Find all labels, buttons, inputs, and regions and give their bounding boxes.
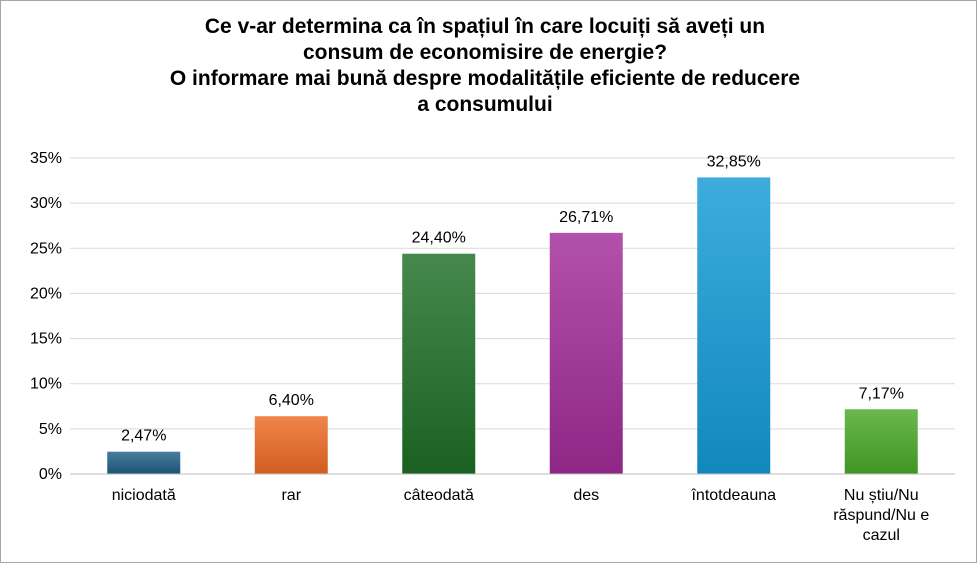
chart-title: Ce v-ar determina ca în spațiul în care … <box>60 14 910 118</box>
data-label: 32,85% <box>707 153 761 170</box>
bar <box>549 232 623 474</box>
data-label: 26,71% <box>559 209 613 226</box>
data-label: 2,47% <box>121 428 166 445</box>
bar <box>402 253 476 474</box>
x-tick-label: des <box>573 487 599 504</box>
bar <box>844 409 918 474</box>
y-tick-label: 0% <box>39 466 62 483</box>
x-tick-label: Nu știu/Nu răspund/Nu e cazul <box>833 487 929 544</box>
y-tick-label: 30% <box>30 195 62 212</box>
y-tick-label: 10% <box>30 376 62 393</box>
chart-title-line-1: Ce v-ar determina ca în spațiul în care … <box>204 15 766 38</box>
y-tick-label: 35% <box>30 150 62 167</box>
y-axis-tick-labels: 0% 5% 10% 15% 20% 25% 30% 35% <box>30 150 62 483</box>
y-tick-label: 25% <box>30 240 62 257</box>
data-label: 24,40% <box>412 230 466 247</box>
chart-title-line-3: O informare mai bună despre modalitățile… <box>169 67 801 90</box>
x-tick-label: întotdeauna <box>690 487 776 504</box>
y-tick-label: 15% <box>30 331 62 348</box>
data-label: 6,40% <box>269 392 314 409</box>
bar <box>254 416 328 474</box>
y-tick-label: 5% <box>39 421 62 438</box>
chart-title-line-2: consum de economisire de energie? <box>302 41 668 64</box>
chart-title-line-4: a consumului <box>417 93 553 116</box>
data-label: 7,17% <box>859 385 904 402</box>
x-tick-label: niciodată <box>112 487 176 504</box>
bars <box>107 177 918 474</box>
x-tick-label: câteodată <box>404 487 474 504</box>
data-labels: 2,47% 6,40% 24,40% 26,71% 32,85% 7,17% <box>121 153 904 444</box>
y-tick-label: 20% <box>30 285 62 302</box>
bar <box>697 177 771 474</box>
x-axis-category-labels: niciodată rar câteodată des întotdeauna Nu șt… <box>112 487 930 544</box>
bar <box>107 451 181 474</box>
gridlines <box>70 157 955 430</box>
x-tick-label: rar <box>281 487 301 504</box>
